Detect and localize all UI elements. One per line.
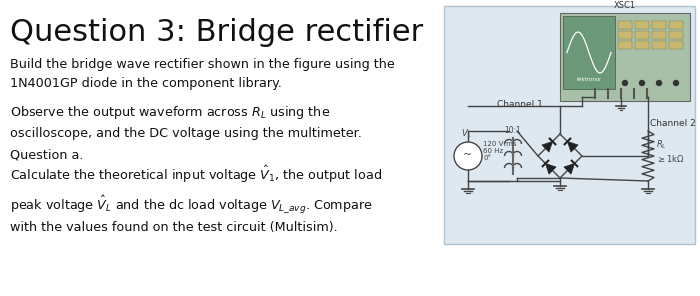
Text: $R_L$
$\geq$1k$\Omega$: $R_L$ $\geq$1k$\Omega$ (656, 138, 685, 164)
FancyBboxPatch shape (652, 21, 666, 29)
Polygon shape (542, 141, 552, 152)
Circle shape (454, 142, 482, 170)
FancyBboxPatch shape (635, 31, 649, 39)
Text: Channel 2: Channel 2 (650, 118, 696, 128)
FancyBboxPatch shape (652, 41, 666, 49)
Text: Channel 1: Channel 1 (497, 100, 543, 109)
Text: $V_1$: $V_1$ (461, 128, 471, 140)
Circle shape (622, 81, 627, 86)
Text: 10:1: 10:1 (505, 126, 522, 135)
Text: Build the bridge wave rectifier shown in the figure using the
1N4001GP diode in : Build the bridge wave rectifier shown in… (10, 58, 395, 89)
Text: XSC1: XSC1 (614, 1, 636, 10)
Text: Question 3: Bridge rectifier: Question 3: Bridge rectifier (10, 18, 424, 47)
FancyBboxPatch shape (669, 31, 683, 39)
FancyBboxPatch shape (618, 21, 632, 29)
FancyBboxPatch shape (563, 16, 615, 89)
FancyBboxPatch shape (635, 41, 649, 49)
Text: 120 Vrms
60 Hz
0°: 120 Vrms 60 Hz 0° (483, 141, 517, 162)
FancyBboxPatch shape (652, 31, 666, 39)
FancyBboxPatch shape (635, 21, 649, 29)
Text: tektronix: tektronix (577, 77, 601, 82)
Text: Observe the output waveform across $R_L$ using the
oscilloscope, and the DC volt: Observe the output waveform across $R_L$… (10, 104, 362, 139)
Text: ~: ~ (463, 150, 473, 160)
Circle shape (673, 81, 678, 86)
Polygon shape (568, 141, 578, 152)
Polygon shape (564, 163, 575, 174)
Circle shape (640, 81, 645, 86)
Text: Calculate the theoretical input voltage $\hat{V}_1$, the output load
peak voltag: Calculate the theoretical input voltage … (10, 164, 382, 234)
FancyBboxPatch shape (444, 6, 695, 244)
FancyBboxPatch shape (618, 41, 632, 49)
FancyBboxPatch shape (618, 31, 632, 39)
Text: Question a.: Question a. (10, 148, 83, 161)
FancyBboxPatch shape (560, 13, 690, 101)
Circle shape (657, 81, 661, 86)
Polygon shape (545, 163, 556, 174)
FancyBboxPatch shape (669, 41, 683, 49)
FancyBboxPatch shape (669, 21, 683, 29)
